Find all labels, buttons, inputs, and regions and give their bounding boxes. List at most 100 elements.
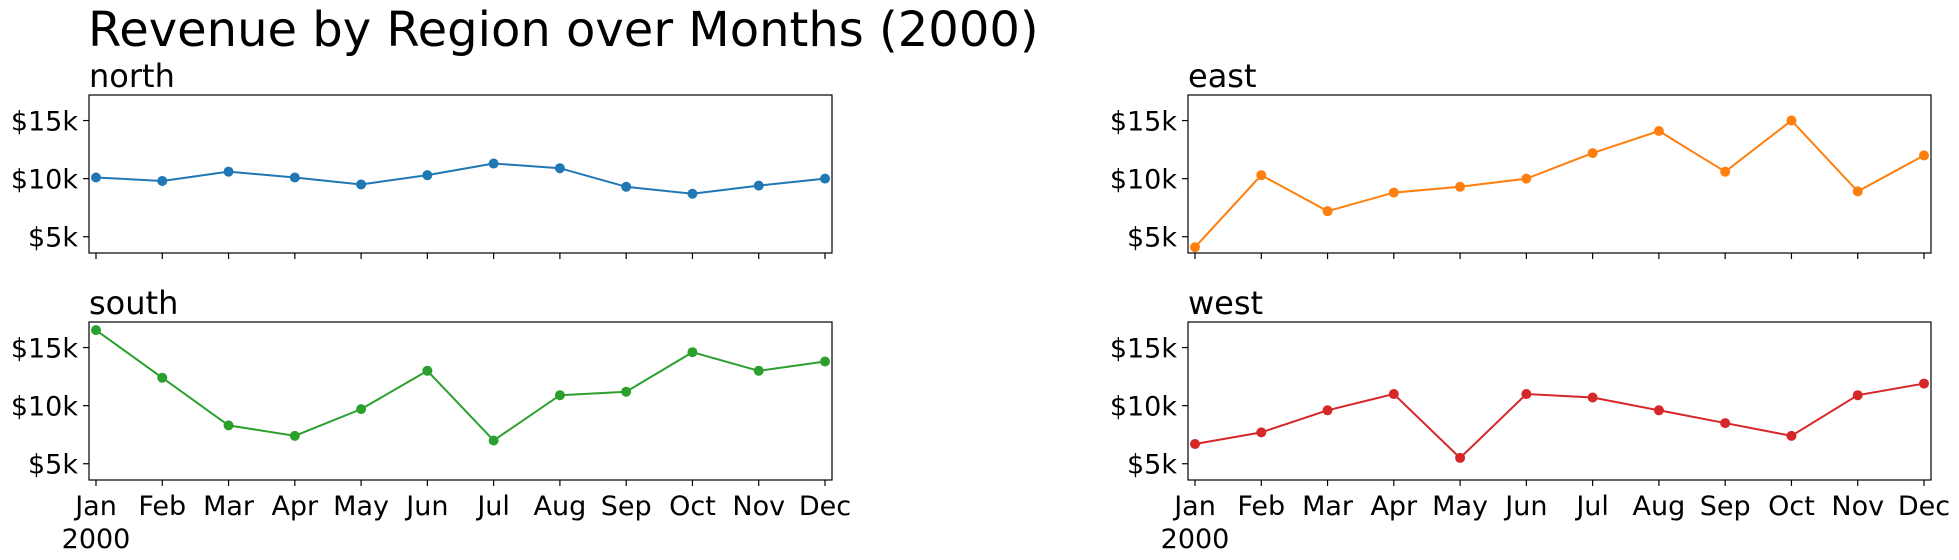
data-point: [554, 390, 565, 401]
y-tick-label: $10k: [11, 165, 79, 196]
x-tick-label: Nov: [1831, 491, 1884, 522]
x-year-label: 2000: [62, 524, 131, 555]
subplot-south: south $5k $10k $15k Jan Feb Mar Apr May Jun Jul Aug…: [11, 284, 851, 555]
data-point: [1388, 187, 1399, 198]
data-point: [753, 365, 764, 376]
data-point: [91, 325, 101, 336]
x-tick-label: Mar: [1302, 491, 1354, 522]
data-point: [1587, 392, 1598, 403]
data-point: [1190, 438, 1200, 449]
data-point: [1322, 405, 1333, 416]
x-tick-label: Sep: [1700, 491, 1751, 522]
data-point: [1455, 452, 1466, 463]
data-point: [223, 420, 234, 431]
data-point: [289, 430, 300, 441]
data-point: [1190, 242, 1200, 253]
x-tick-label: Jul: [475, 491, 510, 522]
data-point: [1322, 206, 1333, 217]
data-point: [1587, 148, 1598, 159]
data-point: [1720, 418, 1731, 429]
data-point: [753, 180, 764, 191]
data-point: [422, 365, 433, 376]
data-point: [1388, 389, 1399, 400]
data-point: [289, 172, 300, 183]
data-point: [820, 173, 830, 184]
x-tick-label: Dec: [799, 491, 851, 522]
x-tick-label: Sep: [601, 491, 652, 522]
y-tick-label: $5k: [1127, 223, 1177, 254]
x-tick-label: Feb: [138, 491, 186, 522]
subplot-title: south: [89, 284, 178, 322]
x-tick-label: Jun: [404, 491, 448, 522]
data-point: [1521, 389, 1532, 400]
series-line: [1194, 119, 1925, 248]
subplot-title: east: [1188, 57, 1257, 95]
data-point: [687, 347, 698, 358]
data-point: [223, 166, 234, 177]
x-tick-label: Nov: [732, 491, 785, 522]
figure-title: Revenue by Region over Months (2000): [88, 2, 1039, 58]
series-line: [95, 329, 826, 442]
data-point: [1919, 150, 1929, 161]
data-point: [356, 179, 367, 190]
x-tick-label: Jan: [1172, 491, 1216, 522]
y-tick-label: $15k: [1110, 107, 1178, 138]
x-tick-label: Apr: [271, 491, 319, 522]
x-tick-label: Apr: [1370, 491, 1418, 522]
y-tick-label: $5k: [28, 450, 78, 481]
subplot-east: east $5k $10k $15k: [1110, 57, 1932, 259]
subplot-north: north $5k $10k $15k: [11, 57, 833, 259]
series-line: [1194, 382, 1925, 460]
y-tick-label: $10k: [1110, 392, 1178, 423]
y-tick-label: $5k: [1127, 450, 1177, 481]
data-point: [157, 372, 168, 383]
data-point: [1720, 166, 1731, 177]
data-point: [1919, 378, 1929, 389]
axes-frame: [88, 321, 833, 481]
series-line: [95, 162, 826, 195]
data-point: [356, 404, 367, 415]
y-tick-label: $10k: [1110, 165, 1178, 196]
y-tick-label: $5k: [28, 223, 78, 254]
subplot-west: west $5k $10k $15k Jan Feb Mar Apr May Jun Jul Aug S…: [1110, 284, 1950, 555]
data-point: [554, 163, 565, 174]
axes-frame: [1187, 321, 1932, 481]
x-tick-label: Jan: [73, 491, 117, 522]
axes-frame: [1187, 94, 1932, 254]
x-tick-label: Oct: [669, 491, 716, 522]
x-tick-label: Feb: [1237, 491, 1285, 522]
data-point: [1786, 430, 1797, 441]
data-point: [1852, 390, 1863, 401]
data-point: [1521, 173, 1532, 184]
x-year-label: 2000: [1161, 524, 1230, 555]
data-point: [422, 170, 433, 181]
data-point: [687, 188, 698, 199]
x-tick-label: May: [333, 491, 389, 522]
x-tick-label: Aug: [534, 491, 587, 522]
y-tick-label: $15k: [11, 334, 79, 365]
data-point: [488, 158, 499, 169]
x-tick-label: Oct: [1768, 491, 1815, 522]
x-tick-label: Mar: [203, 491, 255, 522]
axes-frame: [88, 94, 833, 254]
data-point: [621, 386, 632, 397]
x-tick-label: Aug: [1633, 491, 1686, 522]
data-point: [621, 181, 632, 192]
data-point: [1455, 181, 1466, 192]
data-point: [1256, 170, 1267, 181]
y-tick-label: $10k: [11, 392, 79, 423]
data-point: [1786, 115, 1797, 126]
data-point: [820, 356, 830, 367]
subplot-title: north: [89, 57, 175, 95]
data-point: [488, 435, 499, 446]
x-tick-label: May: [1432, 491, 1488, 522]
data-point: [1653, 126, 1664, 137]
data-point: [1256, 427, 1267, 438]
data-point: [1852, 186, 1863, 197]
x-tick-label: Dec: [1898, 491, 1950, 522]
subplot-title: west: [1188, 284, 1263, 322]
data-point: [157, 175, 168, 186]
x-tick-label: Jun: [1503, 491, 1547, 522]
data-point: [1653, 405, 1664, 416]
